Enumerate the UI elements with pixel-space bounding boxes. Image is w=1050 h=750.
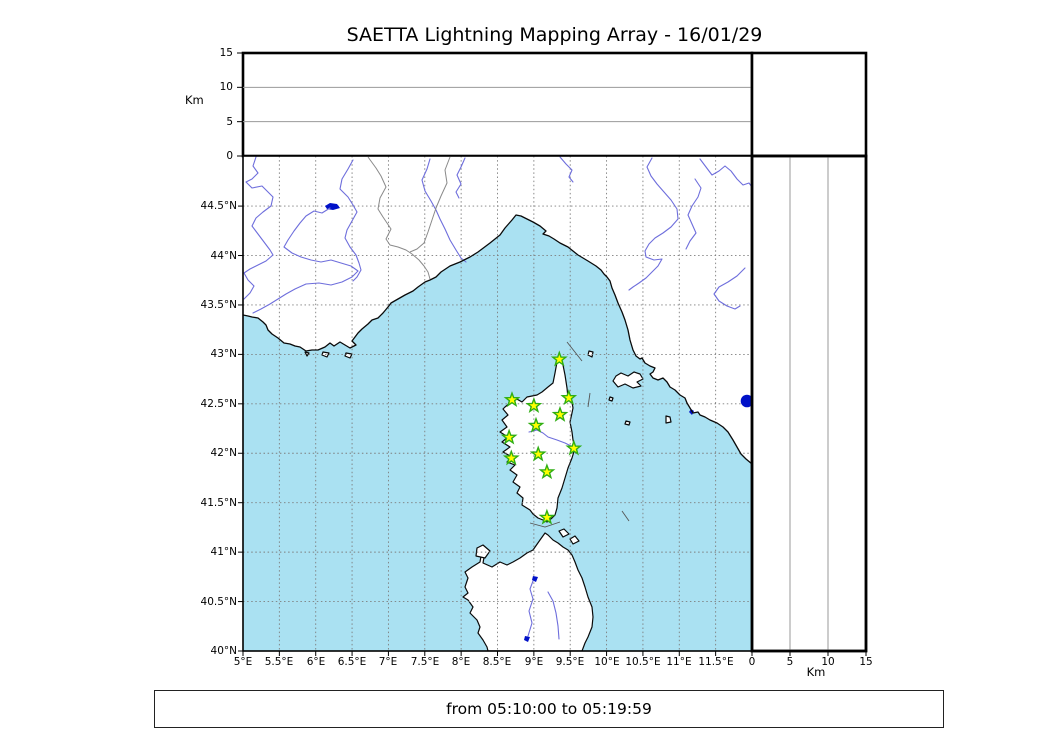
lat-tick-label: 42.5°N xyxy=(200,398,237,410)
top-axis-tick-label: 15 xyxy=(219,47,233,59)
route-lines xyxy=(529,341,630,528)
small-islands xyxy=(304,350,672,559)
map-graticule xyxy=(243,156,752,651)
station-star-marker xyxy=(527,416,545,433)
lat-tick-label: 42°N xyxy=(210,447,237,459)
lon-tick-label: 8.5°E xyxy=(482,656,512,668)
lat-tick-label: 41.5°N xyxy=(200,497,237,509)
lon-tick-label: 11.5°E xyxy=(698,656,734,668)
lon-tick-label: 10°E xyxy=(594,656,620,668)
lon-tick-label: 9°E xyxy=(524,656,544,668)
lon-tick-label: 7.5°E xyxy=(410,656,440,668)
lon-tick-label: 5.5°E xyxy=(264,656,294,668)
top-axis-tick-label: 10 xyxy=(219,81,233,93)
map-panel xyxy=(242,155,753,652)
lat-tick-label: 41°N xyxy=(210,546,237,558)
figure-title: SAETTA Lightning Mapping Array - 16/01/2… xyxy=(346,24,763,46)
station-star-marker xyxy=(525,396,543,413)
station-star-marker xyxy=(538,508,556,525)
mainland-coastline xyxy=(243,214,752,465)
lat-tick-label: 44.5°N xyxy=(200,200,237,212)
lon-tick-label: 7°E xyxy=(378,656,398,668)
altitude-latitude-panel xyxy=(750,154,868,653)
lat-tick-label: 43.5°N xyxy=(200,299,237,311)
sardinia-island xyxy=(462,532,594,651)
lat-tick-label: 43°N xyxy=(210,348,237,360)
lon-tick-label: 8°E xyxy=(451,656,471,668)
altitude-latitude-gridlines xyxy=(789,156,829,651)
lon-tick-label: 5°E xyxy=(233,656,253,668)
top-axis-tick-label: 5 xyxy=(226,116,233,128)
time-range-box: from 05:10:00 to 05:19:59 xyxy=(154,690,944,728)
station-star-marker xyxy=(500,428,518,445)
station-star-marker xyxy=(551,405,569,422)
station-star-marker xyxy=(565,439,583,456)
station-star-marker xyxy=(560,389,578,406)
lon-tick-label: 10.5°E xyxy=(625,656,661,668)
axis-tick-marks xyxy=(237,52,867,656)
lake-bolsena xyxy=(740,394,752,408)
altitude-panel-gridlines xyxy=(243,86,752,123)
lat-tick-label: 44°N xyxy=(210,250,237,262)
top-axis-tick-label: 0 xyxy=(226,150,233,162)
right-axis-tick-label: 0 xyxy=(748,656,756,668)
station-markers xyxy=(500,350,583,525)
station-star-marker xyxy=(503,391,521,408)
lon-tick-label: 6.5°E xyxy=(337,656,367,668)
right-panel-unit-label: Km xyxy=(806,665,826,679)
lakes xyxy=(325,203,752,642)
right-axis-tick-label: 5 xyxy=(786,656,794,668)
lat-tick-label: 40°N xyxy=(210,645,237,657)
top-panel-unit-label: Km xyxy=(185,93,204,107)
time-range-text: from 05:10:00 to 05:19:59 xyxy=(446,700,652,718)
right-axis-tick-label: 10 xyxy=(821,656,835,668)
station-star-marker xyxy=(538,463,556,480)
lon-tick-label: 11°E xyxy=(666,656,692,668)
altitude-longitude-panel xyxy=(241,51,754,158)
sea-area xyxy=(243,215,752,651)
right-axis-tick-label: 15 xyxy=(859,656,873,668)
station-star-marker xyxy=(529,445,547,462)
country-borders xyxy=(367,156,451,280)
lon-tick-label: 9.5°E xyxy=(555,656,585,668)
station-star-marker xyxy=(502,449,520,466)
altitude-histogram-panel xyxy=(750,51,868,158)
station-star-marker xyxy=(550,350,568,367)
lon-tick-label: 6°E xyxy=(306,656,326,668)
lat-tick-label: 40.5°N xyxy=(200,596,237,608)
